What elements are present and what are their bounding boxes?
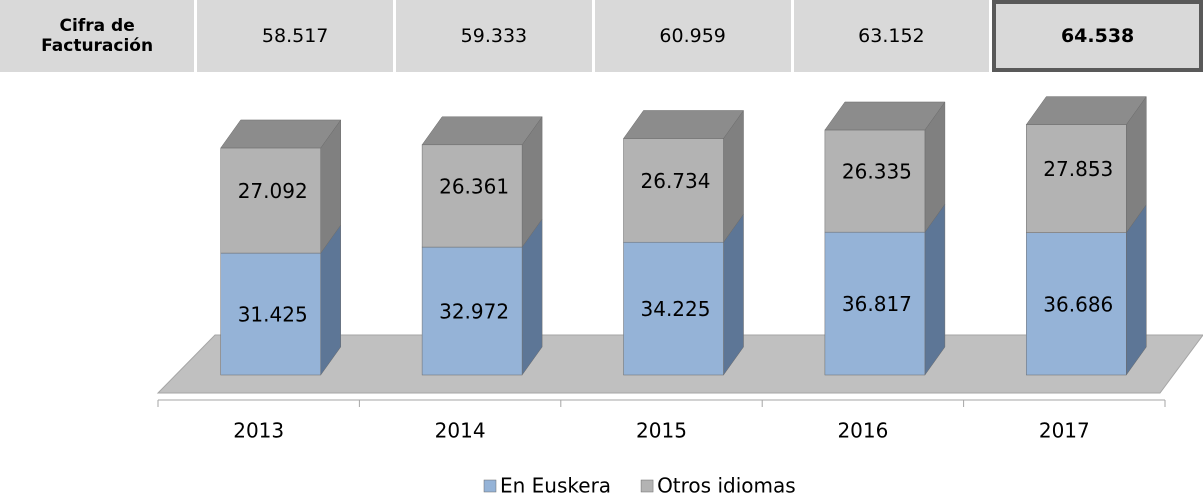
x-tick-label: 2016 (837, 419, 888, 443)
legend-swatch (483, 479, 497, 493)
x-tick-label: 2017 (1039, 419, 1090, 443)
table-header: Cifra de Facturación (0, 0, 198, 72)
data-label: 27.092 (238, 179, 308, 203)
data-label: 26.734 (641, 169, 711, 193)
bar-top (1025, 96, 1147, 125)
bar-top (421, 116, 543, 146)
x-tick-label: 2013 (233, 419, 284, 443)
bar (421, 246, 523, 376)
table-cell: 63.152 (793, 0, 993, 72)
data-label: 31.425 (238, 303, 308, 327)
table-cell: 60.959 (594, 0, 794, 72)
data-label: 32.972 (439, 300, 509, 324)
data-label: 36.817 (842, 292, 912, 316)
bar (220, 147, 321, 254)
bar-side (924, 203, 946, 376)
x-tick-label: 2014 (435, 419, 486, 443)
bar-top (220, 119, 342, 149)
bar (824, 231, 926, 376)
x-tick-label: 2015 (636, 419, 687, 443)
table-cell: 64.538 (992, 0, 1203, 72)
bar (1026, 124, 1127, 233)
table-cell: 58.517 (197, 0, 397, 72)
legend-label: En Euskera (500, 474, 611, 498)
data-label: 26.361 (439, 174, 509, 198)
bar-top (824, 101, 946, 131)
bar (220, 252, 321, 376)
legend-swatch (640, 479, 654, 493)
legend-label: Otros idiomas (657, 474, 796, 498)
bar (1026, 232, 1127, 376)
bar (623, 241, 724, 376)
bar-top (623, 110, 744, 139)
bar (421, 144, 523, 248)
data-label: 27.853 (1043, 157, 1113, 181)
bar-side (1126, 203, 1147, 376)
revenue-table: Cifra de Facturación 58.517 59.333 60.959 6… (0, 0, 1203, 72)
data-label: 26.335 (842, 160, 912, 184)
data-label: 36.686 (1043, 292, 1113, 316)
table-cell: 59.333 (396, 0, 595, 72)
data-label: 34.225 (641, 297, 711, 321)
